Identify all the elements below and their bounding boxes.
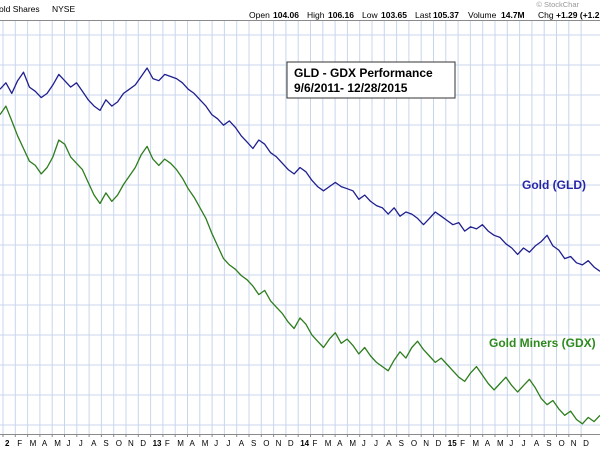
open-label: Open	[249, 10, 270, 20]
x-tick-label-month: S	[251, 439, 256, 448]
x-tick-label-month: N	[423, 439, 429, 448]
security-name: old Shares	[0, 4, 40, 14]
x-tick-label-month: A	[337, 439, 343, 448]
x-tick-label-month: M	[177, 439, 184, 448]
x-tick-label-month: D	[583, 439, 589, 448]
x-tick-label-month: D	[436, 439, 442, 448]
x-tick-label-year: 14	[300, 439, 309, 448]
x-tick-label-month: J	[79, 439, 83, 448]
x-tick-label-month: M	[472, 439, 479, 448]
change-label: Chg	[538, 10, 554, 20]
x-tick-label-month: N	[276, 439, 282, 448]
x-tick-label-month: A	[534, 439, 540, 448]
x-tick-label-month: D	[140, 439, 146, 448]
x-tick-label-month: F	[17, 439, 22, 448]
x-tick-label-month: J	[67, 439, 71, 448]
x-tick-label-month: S	[546, 439, 551, 448]
x-tick-label-month: S	[103, 439, 108, 448]
x-tick-label-month: A	[386, 439, 392, 448]
x-tick-label-month: F	[313, 439, 318, 448]
gld-series-label: Gold (GLD)	[522, 178, 586, 192]
x-tick-label-year: 2	[5, 439, 10, 448]
x-tick-label-month: O	[559, 439, 565, 448]
exchange-name: NYSE	[52, 4, 75, 14]
x-tick-label-month: O	[116, 439, 122, 448]
annotation-box	[286, 61, 456, 99]
x-tick-label-month: S	[399, 439, 404, 448]
x-tick-label-month: M	[497, 439, 504, 448]
annotation-title: GLD - GDX Performance	[294, 66, 433, 80]
volume-label: Volume	[468, 10, 497, 20]
x-tick-label-year: 13	[153, 439, 162, 448]
gdx-series-label: Gold Miners (GDX)	[489, 336, 596, 350]
gdx-series-line	[0, 105, 600, 425]
x-tick-label-month: F	[165, 439, 170, 448]
x-tick-label-month: J	[522, 439, 526, 448]
stockcharts-watermark: © StockChar	[536, 0, 579, 9]
x-tick-label-month: N	[571, 439, 577, 448]
x-tick-label-month: M	[30, 439, 37, 448]
x-tick-label-month: M	[202, 439, 209, 448]
x-tick-label-month: N	[128, 439, 134, 448]
x-tick-label-month: A	[190, 439, 196, 448]
x-tick-label-month: M	[349, 439, 356, 448]
x-tick-label-month: J	[374, 439, 378, 448]
x-tick-label-month: A	[91, 439, 97, 448]
x-tick-label-month: F	[460, 439, 465, 448]
gld-series-line	[0, 67, 600, 272]
low-label: Low	[362, 10, 378, 20]
change-value: +1.29 (+1.2	[556, 10, 600, 20]
x-tick-label-month: O	[411, 439, 417, 448]
x-tick-label-month: J	[362, 439, 366, 448]
volume-value: 14.7M	[501, 10, 525, 20]
annotation-date-range: 9/6/2011- 12/28/2015	[294, 81, 408, 95]
open-value: 104.06	[273, 10, 299, 20]
last-value: 105.37	[433, 10, 459, 20]
x-tick-label-month: J	[214, 439, 218, 448]
x-tick-label-month: A	[42, 439, 48, 448]
header-bar	[0, 0, 600, 20]
chart-grid	[0, 21, 600, 434]
x-tick-label-month: M	[325, 439, 332, 448]
x-tick-label-month: J	[226, 439, 230, 448]
low-value: 103.65	[381, 10, 407, 20]
x-tick-label-month: A	[485, 439, 491, 448]
x-tick-label-month: D	[288, 439, 294, 448]
high-value: 106.16	[328, 10, 354, 20]
x-tick-label-month: O	[263, 439, 269, 448]
x-tick-label-month: J	[509, 439, 513, 448]
last-label: Last	[415, 10, 432, 20]
x-axis-ticks: 2 F M A M J J A S O N D 13 F M A M J J A S O N D 14 F M A M J J A S O N D 15…	[2, 434, 589, 448]
x-tick-label-month: M	[54, 439, 61, 448]
x-tick-label-year: 15	[448, 439, 457, 448]
high-label: High	[307, 10, 325, 20]
x-axis-band	[0, 434, 600, 450]
x-tick-label-month: A	[239, 439, 245, 448]
